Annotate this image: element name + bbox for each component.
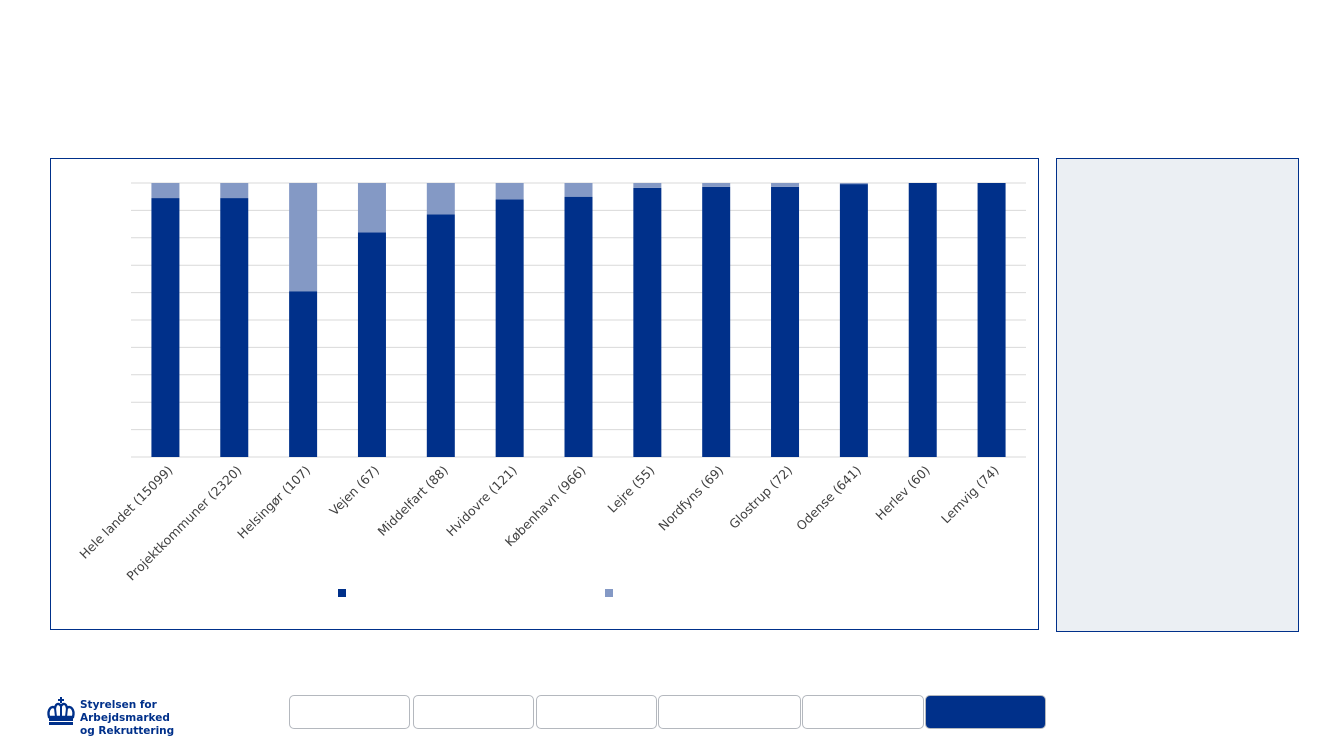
bar-series2-4 — [426, 183, 455, 215]
x-tick-label: Projektkommuner (2320) — [123, 463, 244, 584]
chart-panel: Hele landet (15099) Projektkommuner (2320… — [50, 158, 1039, 630]
bar-series1-8 — [702, 186, 731, 457]
x-tick-label: Helsingør (107) — [234, 463, 313, 542]
legend-marker-series2 — [605, 589, 613, 597]
bar-series1-2 — [289, 291, 318, 457]
bar-series1-11 — [908, 183, 937, 457]
nav-button-5[interactable] — [802, 695, 924, 729]
nav-button-6-active[interactable] — [925, 695, 1046, 729]
nav-button-1[interactable] — [289, 695, 410, 729]
bar-series2-0 — [151, 183, 180, 199]
x-tick-label: Middelfart (88) — [375, 463, 451, 539]
stacked-bar-chart: Hele landet (15099)Projektkommuner (2320… — [76, 182, 1026, 597]
x-tick-label: Lejre (55) — [604, 463, 657, 516]
legend-marker-series1 — [338, 589, 346, 597]
x-tick-label: Nordfyns (69) — [655, 463, 726, 534]
bar-series2-3 — [357, 183, 386, 233]
bar-series1-5 — [495, 199, 524, 457]
bar-series1-3 — [357, 232, 386, 457]
x-tick-label: Vejen (67) — [326, 463, 382, 519]
nav-button-2[interactable] — [413, 695, 534, 729]
bar-series1-0 — [151, 198, 180, 457]
bar-series2-6 — [564, 183, 593, 197]
bar-series2-7 — [633, 183, 662, 188]
crown-icon — [47, 697, 75, 725]
bar-series1-12 — [977, 183, 1006, 457]
bar-series2-5 — [495, 183, 524, 200]
bar-series1-6 — [564, 196, 593, 457]
bar-series1-10 — [839, 184, 868, 457]
x-tick-label: Herlev (60) — [872, 463, 932, 523]
bar-series2-1 — [220, 183, 249, 199]
x-tick-label: Glostrup (72) — [726, 463, 795, 532]
logo-text: Styrelsen for Arbejdsmarked og Rekrutter… — [80, 699, 246, 738]
logo-line-2: og Rekruttering — [80, 725, 175, 737]
bar-series2-2 — [289, 183, 318, 292]
logo-line-1: Styrelsen for Arbejdsmarked — [80, 699, 170, 724]
bar-series1-7 — [633, 187, 662, 457]
x-tick-label: Hvidovre (121) — [443, 463, 520, 540]
agency-logo[interactable]: Styrelsen for Arbejdsmarked og Rekrutter… — [46, 697, 246, 737]
nav-button-3[interactable] — [536, 695, 657, 729]
bar-series2-8 — [702, 183, 731, 187]
x-tick-label: Lemvig (74) — [938, 463, 1002, 527]
bar-series1-9 — [771, 186, 800, 457]
bar-series2-10 — [839, 183, 868, 185]
nav-button-4[interactable] — [658, 695, 801, 729]
bar-series2-9 — [771, 183, 800, 187]
x-tick-label: Odense (641) — [793, 463, 864, 534]
side-panel — [1056, 158, 1299, 632]
bar-series1-1 — [220, 198, 249, 457]
bar-series1-4 — [426, 214, 455, 457]
